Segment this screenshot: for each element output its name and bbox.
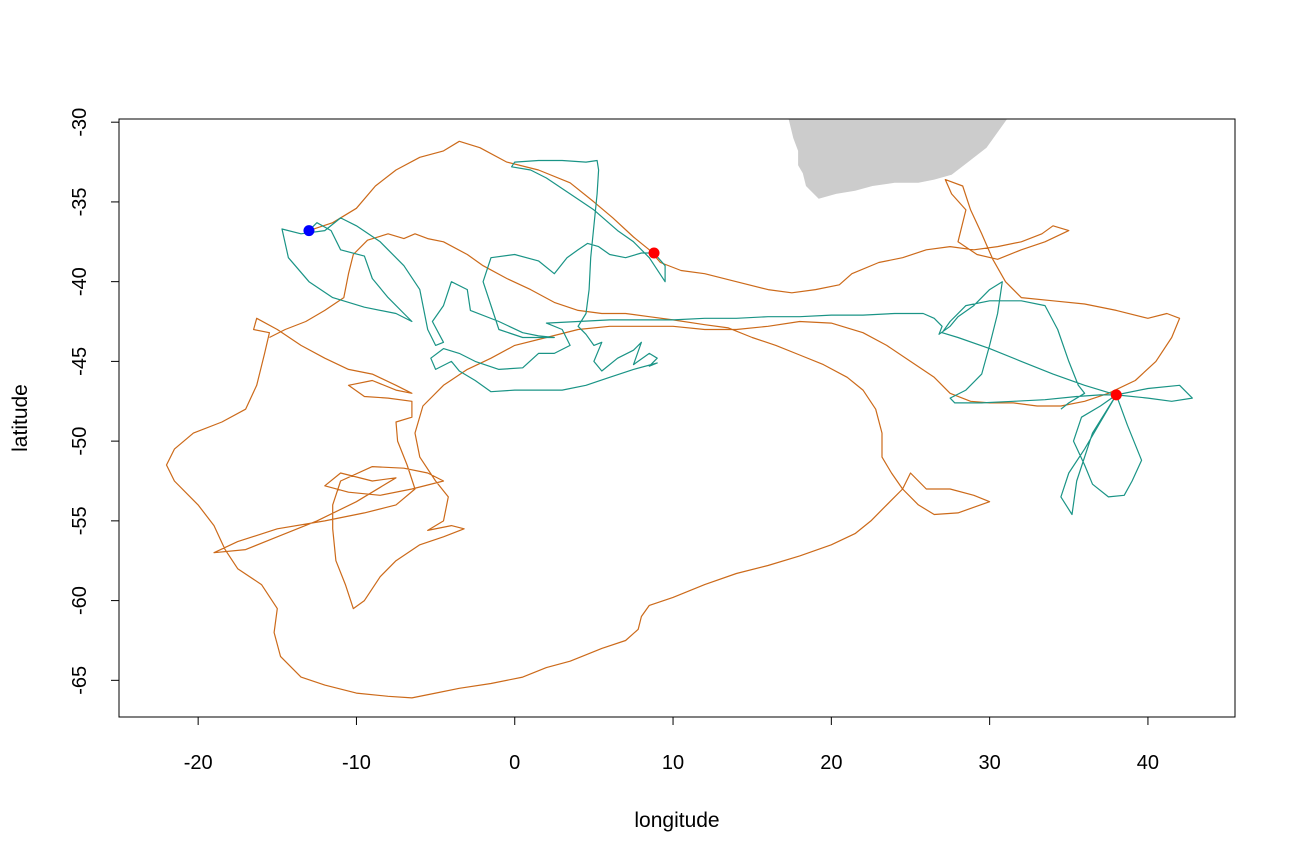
- y-tick-label: -65: [69, 666, 91, 695]
- x-tick-label: 0: [509, 752, 520, 774]
- end-point-2: [648, 247, 660, 259]
- y-tick-label: -55: [69, 506, 91, 535]
- track-line-2: [281, 159, 1193, 516]
- x-tick-label: -20: [184, 752, 213, 774]
- y-tick-label: -50: [69, 427, 91, 456]
- y-tick-label: -40: [69, 267, 91, 296]
- x-tick-label: -10: [342, 752, 371, 774]
- x-tick-label: 40: [1137, 752, 1159, 774]
- y-tick-label: -35: [69, 187, 91, 216]
- plot-frame: [118, 118, 1236, 718]
- markers-layer: [303, 225, 1122, 401]
- y-tick-label: -30: [69, 108, 91, 137]
- x-tick-label: 30: [979, 752, 1001, 774]
- end-point-3: [1110, 389, 1122, 401]
- start-point-1: [303, 225, 315, 237]
- plot-clip-region: [165, 119, 1193, 699]
- track-line-1: [165, 140, 1181, 699]
- y-tick-label: -45: [69, 347, 91, 376]
- y-tick-label: -60: [69, 586, 91, 615]
- x-axis: -20 -10 0 10 20 30 40: [184, 716, 1159, 774]
- tracks-layer: [165, 140, 1193, 699]
- x-tick-label: 10: [662, 752, 684, 774]
- land-mass: [788, 119, 1008, 199]
- x-tick-label: 20: [820, 752, 842, 774]
- x-axis-title: longitude: [634, 809, 719, 832]
- y-axis: -30 -35 -40 -45 -50 -55 -60 -65: [69, 108, 120, 695]
- y-axis-title: latitude: [9, 384, 32, 452]
